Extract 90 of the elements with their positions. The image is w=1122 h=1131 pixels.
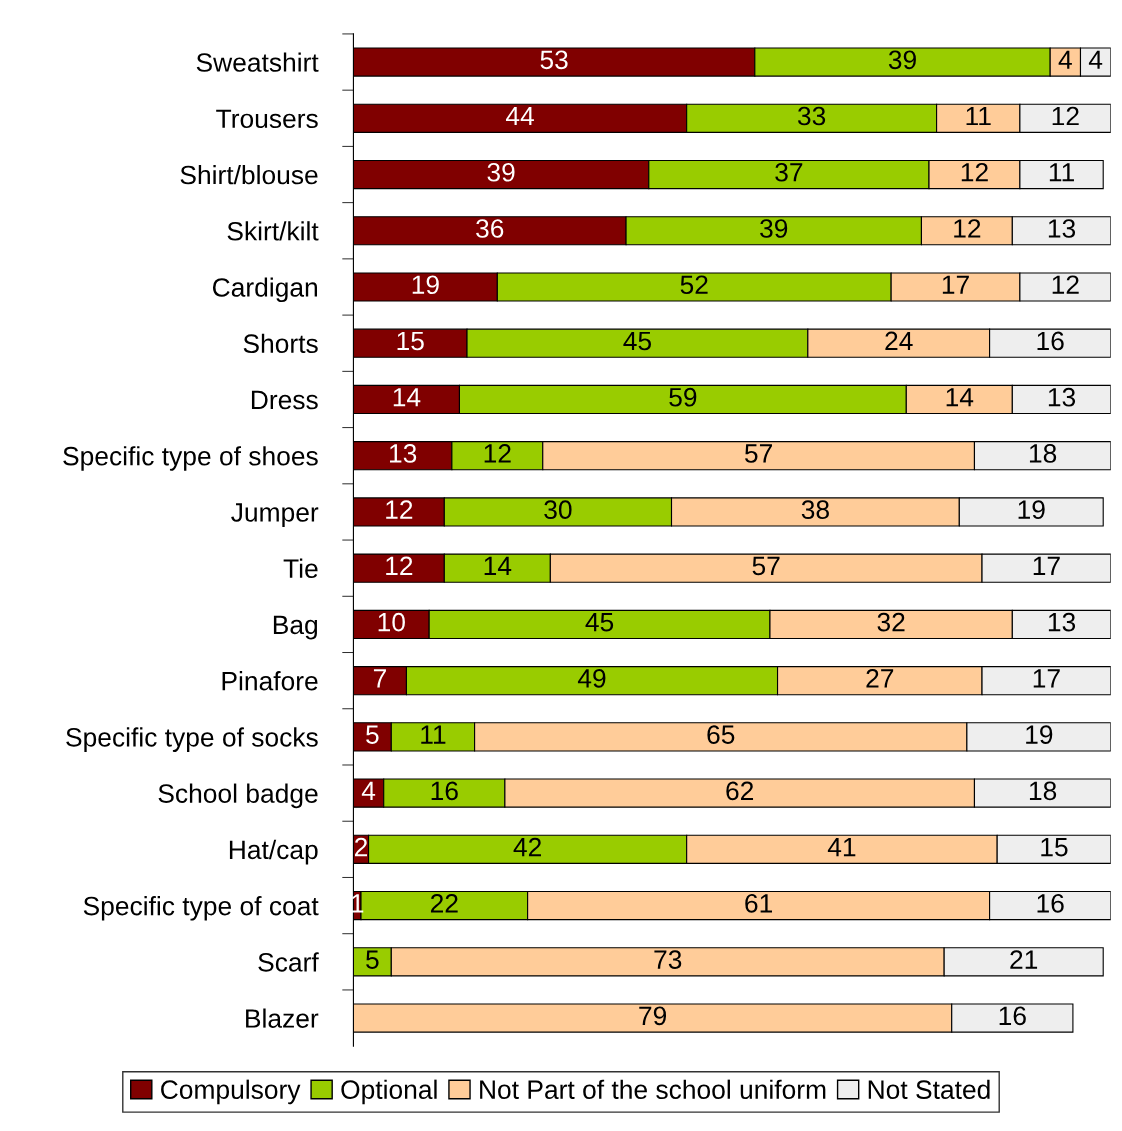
data-label: 15 [1041,838,1068,857]
data-label: 13 [1048,612,1076,632]
data-label: 12 [1052,106,1079,126]
y-tick-label: Sweatshirt [196,52,319,72]
data-label: 22 [430,893,458,913]
y-tick-label: Specific type of shoes [63,446,318,471]
data-label: 39 [760,219,788,238]
data-label: 36 [476,219,504,238]
data-label: 73 [654,950,682,969]
data-label: 4 [361,781,376,800]
data-label: 14 [946,388,974,407]
data-label: 16 [431,781,458,801]
data-label: 62 [726,781,754,801]
y-tick-label: Trousers [216,109,318,129]
data-label: 24 [885,331,913,351]
data-label: 19 [1018,500,1045,520]
data-label: 57 [744,444,772,463]
data-label: 17 [1033,669,1060,688]
y-tick-label: Jumper [231,503,319,527]
data-label: 17 [942,275,969,294]
data-label: 45 [623,331,652,351]
y-tick-label: Hat/cap [229,839,318,865]
data-label: 13 [390,444,417,463]
data-label: 2 [354,837,368,857]
data-label: 42 [513,837,541,857]
data-label: 30 [544,500,572,520]
data-label: 14 [393,388,421,407]
data-label: 65 [707,725,735,744]
y-tick-label: Shorts [243,333,318,354]
data-label: 15 [397,331,424,351]
y-tick-label: Cardigan [212,277,317,303]
data-label: 12 [386,500,413,519]
legend-label: Not Stated [868,1079,990,1100]
data-label: 12 [484,444,511,463]
data-label: 12 [386,556,413,575]
data-label: 10 [378,612,405,632]
data-label: 52 [680,275,708,295]
data-label: 5 [366,725,379,744]
legend-label: Compulsory [161,1079,301,1105]
data-label: 11 [966,106,991,126]
y-tick-label: Shirt/blouse [180,164,318,185]
y-tick-label: Bag [273,615,318,640]
y-tick-label: Dress [251,390,318,410]
data-label: 19 [1026,725,1053,744]
data-label: 7 [373,669,386,688]
y-tick-label: Skirt/kilt [227,221,319,241]
data-label: 4 [1088,50,1103,69]
y-tick-label: Pinafore [222,671,318,691]
data-label: 18 [1029,444,1057,463]
data-label: 12 [954,219,981,238]
data-label: 61 [745,893,772,913]
data-label: 39 [888,50,916,70]
data-label: 18 [1029,781,1057,801]
data-label: 11 [421,725,446,744]
y-tick-label: Specific type of socks [66,727,318,752]
data-label: 16 [1037,331,1064,351]
y-tick-label: Scarf [258,952,319,972]
data-label: 13 [1048,219,1076,238]
data-label: 44 [505,106,534,126]
data-label: 41 [827,838,856,857]
data-label: 5 [366,950,379,969]
data-label: 45 [585,613,614,632]
data-label: 4 [1058,50,1072,69]
y-tick-label: School badge [158,783,318,809]
data-label: 53 [540,50,568,70]
data-label: 16 [1037,893,1064,913]
data-label: 59 [669,387,697,407]
data-label: 21 [1010,950,1038,969]
data-label: 13 [1048,387,1076,407]
data-label: 79 [639,1006,667,1026]
data-label: 17 [1033,556,1060,575]
data-label: 38 [801,500,829,520]
y-tick-label: Blazer [246,1008,319,1028]
data-label: 32 [877,612,905,632]
data-label: 39 [487,162,515,182]
data-label: 57 [752,556,780,576]
data-label: 33 [797,106,826,126]
data-label: 49 [577,669,606,688]
y-tick-label: Specific type of coat [83,896,319,921]
data-label: 11 [1049,163,1074,182]
data-label: 27 [866,669,894,688]
data-label: 16 [999,1006,1026,1026]
legend-label: Not Part of the school uniform [480,1079,826,1100]
y-tick-label: Tie [283,558,318,578]
data-label: 12 [961,162,988,182]
data-label: 37 [775,162,803,182]
legend-label: Optional [341,1079,437,1105]
data-label: 19 [412,275,439,295]
data-label: 14 [484,556,512,575]
data-label: 12 [1052,275,1079,294]
